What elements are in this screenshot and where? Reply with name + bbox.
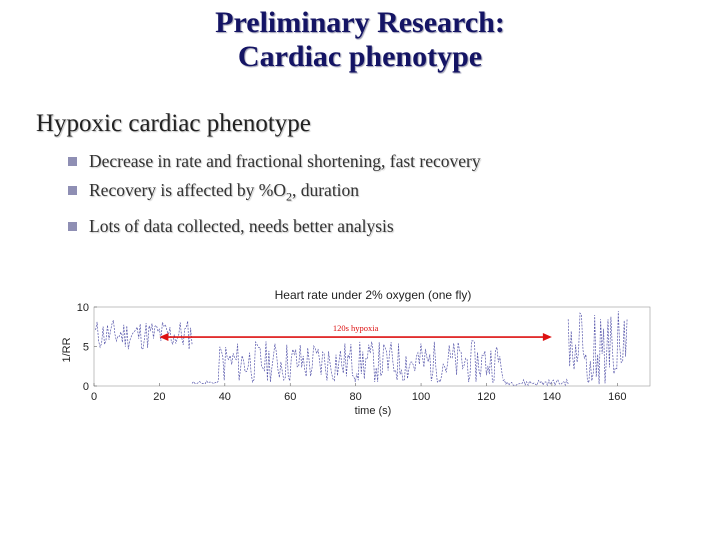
x-tick-label: 140	[543, 391, 561, 403]
sub-bullet-text: Lots of data collected, needs better ana…	[89, 215, 394, 236]
trace-segment	[217, 340, 504, 383]
plot-frame	[93, 306, 651, 387]
x-tick-label: 0	[91, 391, 97, 403]
sub-bullet-text-post: , duration	[291, 180, 360, 200]
trace-segment	[502, 378, 569, 387]
sub-bullet-subscript: 2	[285, 189, 292, 204]
arrow-right-head	[542, 333, 552, 342]
y-axis-ticks: 0 5 10	[77, 302, 97, 393]
x-tick-label: 40	[219, 391, 231, 403]
x-axis-label: time (s)	[355, 405, 392, 417]
x-tick-label: 20	[153, 391, 165, 403]
sub-bullet-text: Decrease in rate and fractional shorteni…	[89, 151, 481, 171]
slide-title-line2: Cardiac phenotype	[237, 40, 483, 73]
sub-bullet-list: Decrease in rate and fractional shorteni…	[68, 147, 481, 241]
sub-bullet-2: Recovery is affected by %O2, duration	[68, 176, 481, 212]
y-tick-label: 5	[83, 342, 89, 354]
x-axis-ticks: 0 20 40 60 80 100 120 140 160	[91, 383, 626, 403]
x-tick-label: 120	[477, 391, 495, 403]
y-axis-label: 1/RR	[61, 337, 73, 362]
trace-segment	[567, 311, 628, 385]
sub-bullet-text-pre: Recovery is affected by %O	[89, 180, 286, 200]
arrow-left-head	[159, 333, 169, 342]
slide-title: Preliminary Research: Cardiac phenotype	[0, 6, 720, 74]
x-tick-label: 80	[350, 391, 362, 403]
y-tick-label: 0	[83, 381, 89, 393]
x-tick-label: 60	[284, 391, 296, 403]
hypoxia-label: 120s hypoxia	[333, 323, 379, 333]
bullet-square-icon	[68, 186, 77, 195]
bullet-square-icon	[68, 221, 77, 231]
main-bullet: Hypoxic cardiac phenotype	[36, 110, 311, 137]
sub-bullet-1: Decrease in rate and fractional shorteni…	[68, 147, 481, 176]
heart-rate-trace	[95, 311, 628, 387]
y-tick-label: 10	[77, 302, 89, 314]
trace-segment	[191, 380, 219, 385]
sub-bullet-3: Lots of data collected, needs better ana…	[68, 212, 481, 241]
x-tick-label: 100	[412, 391, 430, 403]
slide-title-line1: Preliminary Research:	[215, 6, 505, 39]
hypoxia-annotation: 120s hypoxia	[159, 323, 552, 342]
chart-title: Heart rate under 2% oxygen (one fly)	[275, 288, 472, 302]
x-tick-label: 160	[608, 391, 626, 403]
trace-segment	[95, 320, 193, 350]
bullet-square-icon	[68, 157, 77, 166]
heart-rate-chart: Heart rate under 2% oxygen (one fly) tim…	[61, 288, 651, 417]
